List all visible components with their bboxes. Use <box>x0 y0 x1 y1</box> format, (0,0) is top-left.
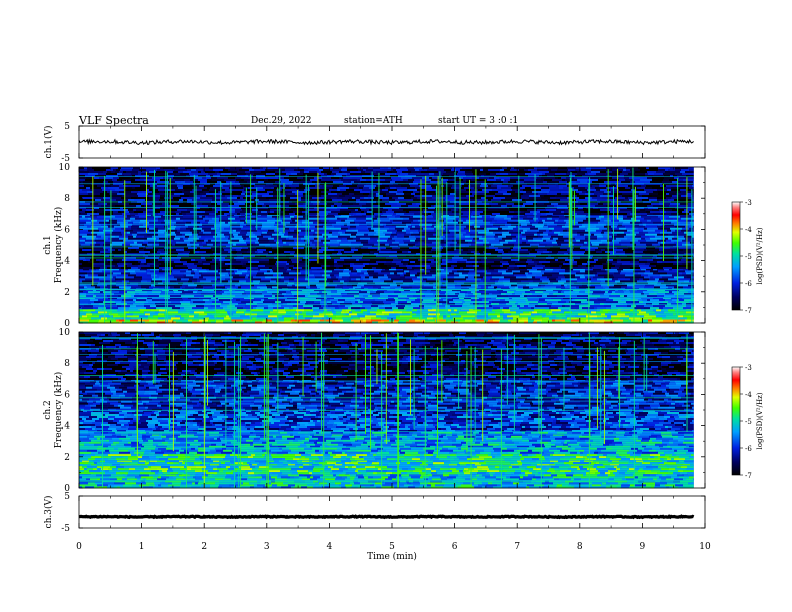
xtick-label: 5 <box>389 542 395 552</box>
colorbar-tick-label: -6 <box>745 280 752 288</box>
colorbar-label: log(PSD)(V²/Hz) <box>756 392 764 449</box>
chart-title: VLF Spectra <box>79 114 149 127</box>
colorbar-tick-label: -4 <box>745 391 752 399</box>
ytick-label: 6 <box>64 225 70 235</box>
ylabel: ch.2 <box>43 400 53 419</box>
ytick-label: 5 <box>64 492 70 502</box>
colorbar-tick-label: -7 <box>745 472 752 480</box>
colorbar <box>731 201 741 311</box>
start-time-label: start UT = 3 :0 :1 <box>438 116 519 126</box>
xtick-label: 10 <box>699 542 711 552</box>
ytick-label: 0 <box>64 319 70 329</box>
xaxis-label: Time (min) <box>367 551 417 562</box>
ytick-label: 4 <box>64 257 70 267</box>
ytick-label: 6 <box>64 390 70 400</box>
colorbar-tick-label: -3 <box>745 199 752 207</box>
xtick-label: 2 <box>201 542 207 552</box>
xtick-label: 9 <box>640 542 646 552</box>
colorbar-tick-label: -6 <box>745 445 752 453</box>
ytick-label: 10 <box>59 163 71 173</box>
ch2-spectrogram <box>78 331 743 489</box>
xtick-label: 8 <box>577 542 583 552</box>
ytick-label: 2 <box>64 453 70 463</box>
ch1-voltage <box>78 125 706 159</box>
colorbar-label: log(PSD)(V²/Hz) <box>756 227 764 284</box>
ytick-label: -5 <box>61 524 70 534</box>
station-label: station=ATH <box>344 116 403 126</box>
date-label: Dec.29, 2022 <box>251 116 312 126</box>
voltage-trace <box>78 514 695 520</box>
ylabel: ch.1(V) <box>43 126 54 159</box>
ytick-label: 5 <box>64 122 70 132</box>
xtick-label: 7 <box>514 542 520 552</box>
ytick-label: 2 <box>64 288 70 298</box>
xtick-label: 3 <box>264 542 270 552</box>
ytick-label: 4 <box>64 422 70 432</box>
ytick-label: 8 <box>64 359 70 369</box>
ch3-voltage <box>78 495 706 529</box>
ylabel: Frequency (kHz) <box>53 207 64 284</box>
ch1-spectrogram <box>78 166 743 324</box>
colorbar-tick-label: -3 <box>745 364 752 372</box>
voltage-trace <box>78 138 694 146</box>
xtick-label: 1 <box>139 542 145 552</box>
xtick-label: 4 <box>327 542 333 552</box>
panel-frame <box>78 495 706 529</box>
ylabel: ch.1 <box>43 235 53 254</box>
colorbar-tick-label: -5 <box>745 253 752 261</box>
colorbar-tick-label: -5 <box>745 418 752 426</box>
xtick-label: 0 <box>76 542 82 552</box>
ylabel: Frequency (kHz) <box>53 372 64 449</box>
ytick-label: 8 <box>64 194 70 204</box>
xtick-label: 6 <box>452 542 458 552</box>
ytick-label: -5 <box>61 154 70 164</box>
ytick-label: 10 <box>59 328 71 338</box>
ylabel: ch.3(V) <box>43 496 54 529</box>
colorbar <box>731 366 741 476</box>
ytick-label: 0 <box>64 484 70 494</box>
colorbar-tick-label: -7 <box>745 307 752 315</box>
colorbar-tick-label: -4 <box>745 226 752 234</box>
